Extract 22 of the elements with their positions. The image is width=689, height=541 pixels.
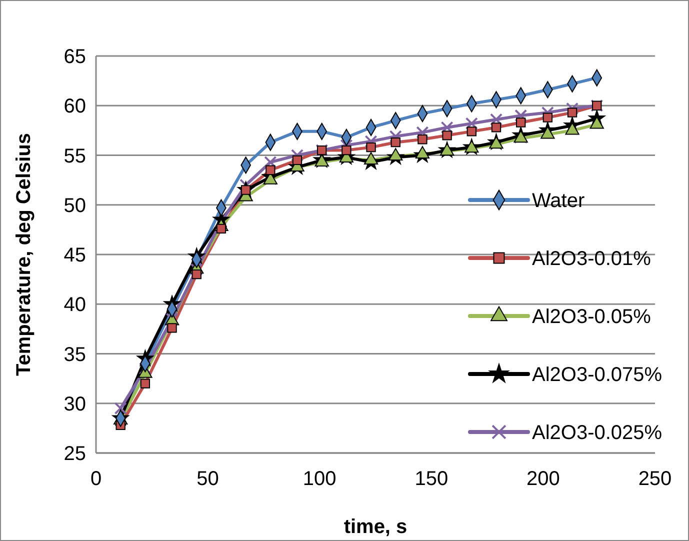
y-tick-label: 35: [64, 344, 86, 366]
x-tick-label: 200: [526, 468, 560, 490]
legend-label: Al2O3-0.05%: [532, 306, 652, 328]
y-tick-label: 25: [64, 443, 86, 465]
x-tick-label: 50: [196, 468, 219, 490]
y-axis-title: Temperature, deg Celsius: [13, 132, 35, 376]
y-tick-label: 30: [64, 393, 86, 416]
x-axis-title: time, s: [344, 516, 408, 538]
y-tick-label: 50: [64, 194, 86, 217]
legend-label: Al2O3-0.025%: [532, 422, 662, 444]
y-tick-label: 40: [64, 294, 86, 316]
y-tick-label: 55: [64, 145, 86, 168]
x-tick-label: 250: [638, 468, 672, 490]
y-tick-label: 60: [64, 96, 86, 118]
y-tick-label: 45: [64, 244, 86, 266]
y-tick-label: 65: [64, 46, 86, 68]
x-tick-label: 150: [414, 468, 448, 490]
x-tick-label: 0: [90, 468, 102, 490]
legend-label: Water: [532, 190, 585, 212]
x-tick-label: 100: [302, 468, 336, 490]
legend-label: Al2O3-0.01%: [532, 248, 652, 270]
legend-label: Al2O3-0.075%: [532, 364, 662, 386]
